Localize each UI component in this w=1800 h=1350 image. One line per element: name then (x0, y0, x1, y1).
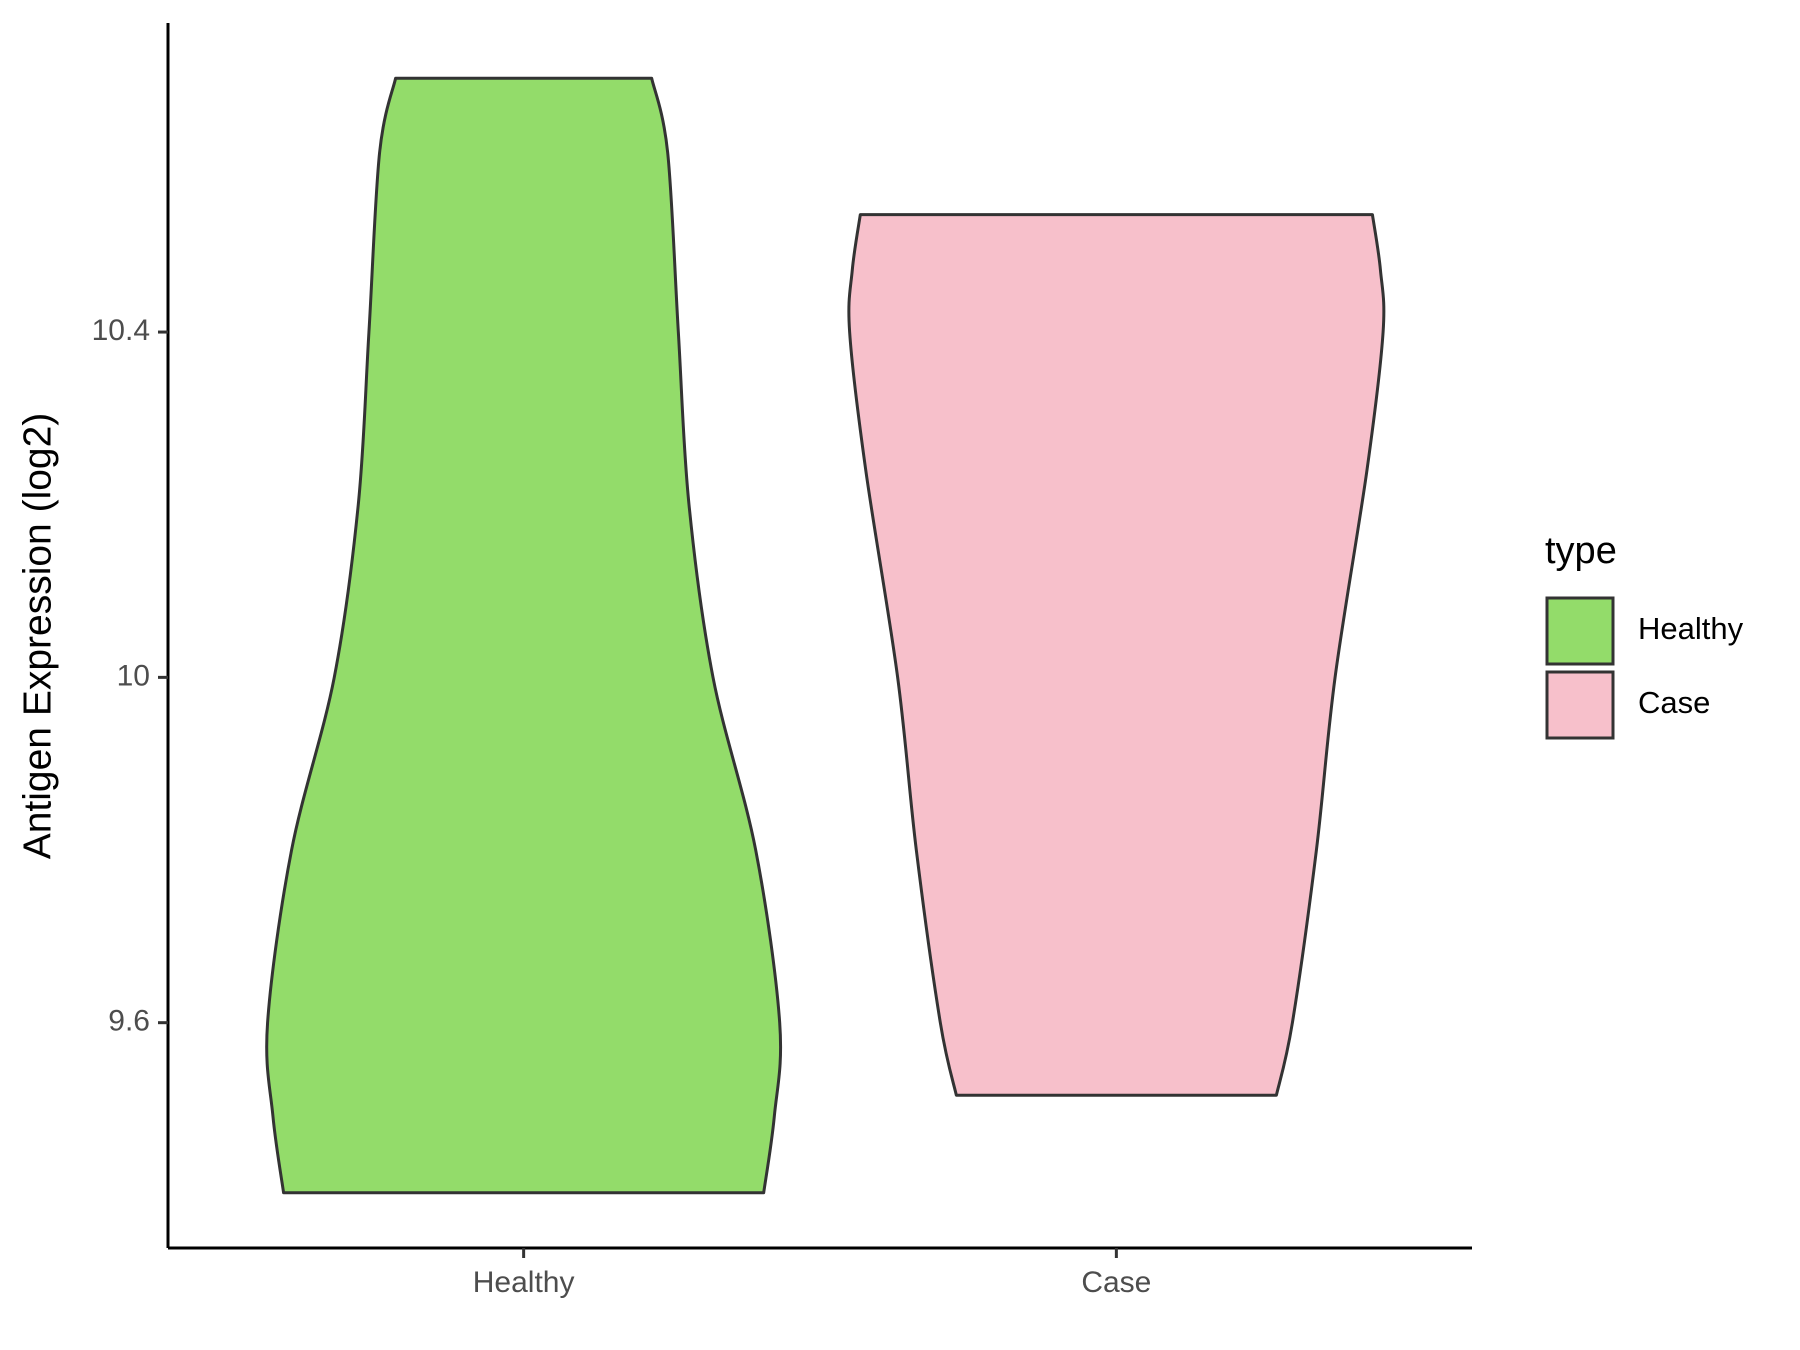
legend-title: type (1545, 530, 1617, 572)
violin (265, 76, 783, 1195)
y-tick-label: 10 (117, 659, 150, 692)
violin (847, 213, 1386, 1097)
x-tick-label: Healthy (473, 1266, 575, 1299)
x-tick-label: Case (1081, 1266, 1151, 1299)
legend-label: Healthy (1638, 611, 1744, 646)
legend-key (1545, 670, 1615, 740)
legend-key (1545, 596, 1615, 666)
y-axis-title: Antigen Expression (log2) (16, 413, 59, 860)
y-tick-label: 10.4 (92, 314, 150, 347)
y-tick-label: 9.6 (108, 1005, 150, 1038)
legend-label: Case (1638, 685, 1710, 720)
